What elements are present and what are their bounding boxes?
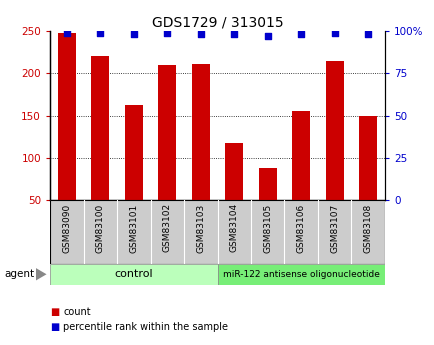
Point: [97, 30, 104, 36]
Point: [364, 32, 371, 37]
Bar: [50, 264, 217, 285]
Bar: [217, 264, 384, 285]
Point: [297, 32, 304, 37]
Text: GSM83105: GSM83105: [263, 203, 272, 253]
Bar: [91, 57, 109, 200]
Text: GDS1729 / 313015: GDS1729 / 313015: [151, 16, 283, 30]
Text: miR-122 antisense oligonucleotide: miR-122 antisense oligonucleotide: [222, 270, 379, 279]
Text: GSM83104: GSM83104: [229, 203, 238, 253]
Text: GSM83102: GSM83102: [162, 203, 171, 253]
Point: [331, 30, 338, 36]
Text: ■: ■: [50, 322, 59, 332]
Text: agent: agent: [4, 269, 34, 279]
Point: [63, 30, 70, 36]
Bar: [358, 116, 377, 200]
Bar: [57, 33, 76, 200]
Text: count: count: [63, 307, 91, 317]
Text: control: control: [114, 269, 153, 279]
Text: percentile rank within the sample: percentile rank within the sample: [63, 322, 227, 332]
Bar: [258, 168, 276, 200]
Bar: [224, 142, 243, 200]
Point: [130, 32, 137, 37]
Bar: [191, 64, 210, 200]
Bar: [158, 65, 176, 200]
Point: [264, 33, 271, 39]
Polygon shape: [36, 268, 46, 280]
Bar: [291, 111, 310, 200]
Text: ■: ■: [50, 307, 59, 317]
Text: GSM83101: GSM83101: [129, 203, 138, 253]
Text: GSM83103: GSM83103: [196, 203, 205, 253]
Point: [164, 30, 171, 36]
Text: GSM83108: GSM83108: [363, 203, 372, 253]
Text: GSM83107: GSM83107: [329, 203, 339, 253]
Point: [230, 32, 237, 37]
Bar: [124, 105, 143, 200]
Bar: [325, 61, 343, 200]
Point: [197, 32, 204, 37]
Text: GSM83090: GSM83090: [62, 203, 71, 253]
Text: GSM83106: GSM83106: [296, 203, 305, 253]
Text: GSM83100: GSM83100: [95, 203, 105, 253]
